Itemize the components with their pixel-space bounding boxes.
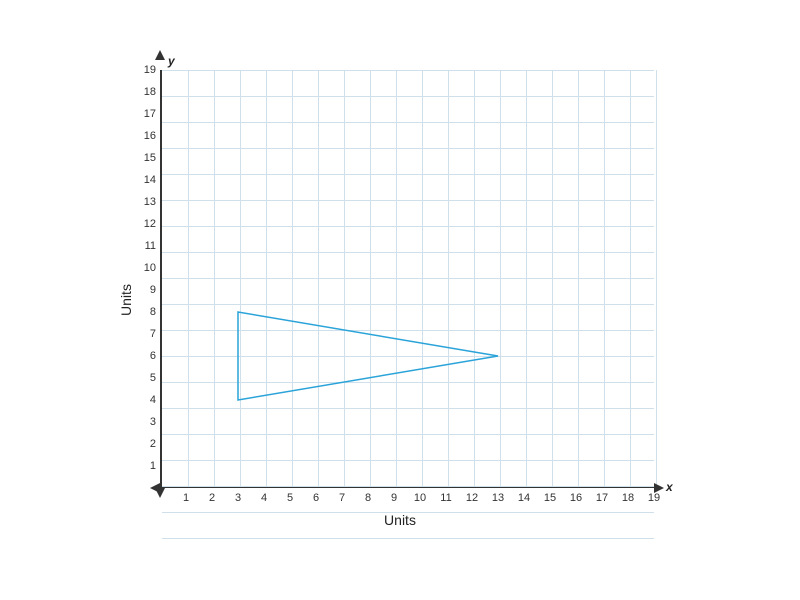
- y-tick-label: 9: [138, 284, 156, 296]
- x-tick-label: 6: [304, 492, 328, 504]
- y-tick-label: 8: [138, 306, 156, 318]
- x-tick-label: 15: [538, 492, 562, 504]
- x-axis-title: Units: [120, 512, 680, 528]
- x-tick-label: 1: [174, 492, 198, 504]
- x-axis-arrow-left: [150, 483, 160, 493]
- y-tick-label: 3: [138, 416, 156, 428]
- x-axis-end-label: x: [666, 480, 673, 494]
- y-tick-label: 7: [138, 328, 156, 340]
- x-tick-label: 19: [642, 492, 666, 504]
- y-tick-label: 5: [138, 372, 156, 384]
- y-axis-title: Units: [118, 284, 134, 316]
- x-tick-label: 5: [278, 492, 302, 504]
- y-tick-label: 18: [138, 86, 156, 98]
- x-tick-label: 2: [200, 492, 224, 504]
- grid-line-horizontal: [162, 538, 654, 539]
- x-tick-label: 17: [590, 492, 614, 504]
- x-tick-label: 12: [460, 492, 484, 504]
- y-tick-label: 19: [138, 64, 156, 76]
- coordinate-grid-chart: y x Units Units 123456789101112131415161…: [120, 60, 680, 540]
- y-tick-label: 4: [138, 394, 156, 406]
- y-tick-label: 13: [138, 196, 156, 208]
- x-tick-label: 3: [226, 492, 250, 504]
- y-axis-arrow-up: [155, 50, 165, 60]
- y-tick-label: 10: [138, 262, 156, 274]
- y-tick-label: 12: [138, 218, 156, 230]
- x-tick-label: 10: [408, 492, 432, 504]
- y-tick-label: 16: [138, 130, 156, 142]
- y-tick-label: 11: [138, 240, 156, 252]
- y-tick-label: 6: [138, 350, 156, 362]
- x-tick-label: 14: [512, 492, 536, 504]
- x-tick-label: 16: [564, 492, 588, 504]
- grid-line-vertical: [656, 70, 657, 486]
- y-axis-end-label: y: [168, 54, 175, 68]
- x-tick-label: 7: [330, 492, 354, 504]
- x-tick-label: 8: [356, 492, 380, 504]
- x-tick-label: 4: [252, 492, 276, 504]
- x-tick-label: 18: [616, 492, 640, 504]
- x-tick-label: 11: [434, 492, 458, 504]
- y-tick-label: 17: [138, 108, 156, 120]
- y-tick-label: 15: [138, 152, 156, 164]
- triangle-shape: [160, 70, 654, 488]
- y-tick-label: 14: [138, 174, 156, 186]
- y-tick-label: 1: [138, 460, 156, 472]
- x-tick-label: 9: [382, 492, 406, 504]
- x-tick-label: 13: [486, 492, 510, 504]
- y-tick-label: 2: [138, 438, 156, 450]
